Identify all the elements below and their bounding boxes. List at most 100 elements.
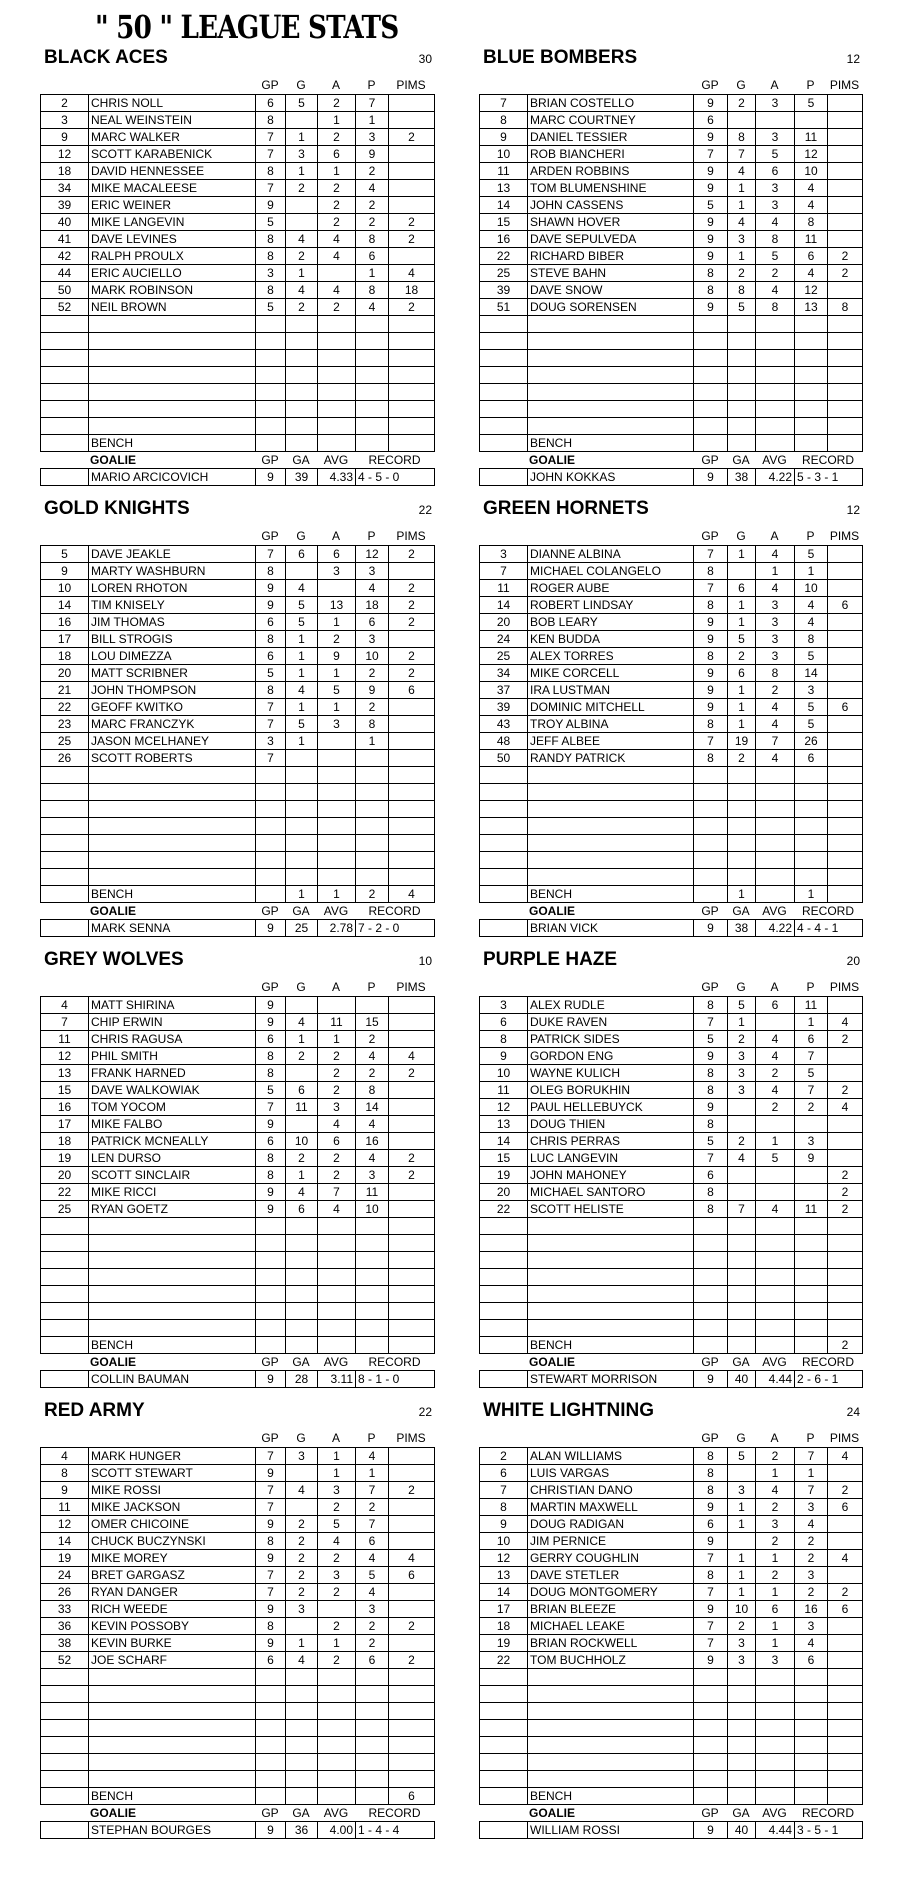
player-a: 2	[317, 179, 356, 197]
player-p: 6	[794, 1651, 828, 1669]
player-number: 25	[479, 264, 528, 282]
player-number: 38	[40, 1634, 89, 1652]
player-p	[794, 1736, 828, 1754]
player-name: SCOTT HELISTE	[527, 1200, 694, 1218]
empty-row	[40, 851, 435, 869]
player-p	[794, 1702, 828, 1720]
player-p: 6	[794, 749, 828, 767]
player-number	[40, 417, 89, 435]
player-pims: 2	[827, 264, 863, 282]
player-number: 9	[479, 128, 528, 146]
player-g: 1	[727, 247, 756, 265]
bench-p	[794, 1787, 828, 1805]
player-number: 14	[479, 196, 528, 214]
header-avg: AVG	[323, 1355, 349, 1369]
player-pims	[827, 664, 863, 682]
player-a: 5	[317, 681, 356, 699]
player-p	[355, 1251, 389, 1269]
bench-pims	[827, 1787, 863, 1805]
player-a: 2	[317, 1064, 356, 1082]
goalie-table: WILLIAM ROSSI 9 40 4.44 3 - 5 - 1	[479, 1821, 864, 1839]
empty-row	[479, 383, 863, 401]
empty-row	[40, 366, 435, 384]
player-a	[755, 1753, 795, 1771]
header-g: G	[736, 1431, 746, 1445]
player-row: 18 LOU DIMEZZA 6 1 9 10 2	[40, 647, 435, 665]
header-blank	[40, 979, 88, 995]
player-name: CHIP ERWIN	[88, 1013, 256, 1031]
player-pims: 4	[827, 1447, 863, 1465]
player-name	[527, 417, 694, 435]
player-row: 12 PHIL SMITH 8 2 2 4 4	[40, 1047, 435, 1065]
player-p	[794, 1770, 828, 1788]
player-g	[727, 1668, 756, 1686]
player-pims	[388, 179, 435, 197]
player-name: MICHAEL SANTORO	[527, 1183, 694, 1201]
goalie-blank	[479, 1370, 528, 1388]
player-row: 42 RALPH PROULX 8 2 4 6	[40, 247, 435, 265]
player-p	[355, 749, 389, 767]
player-gp: 6	[255, 94, 286, 112]
goalie-gp: 9	[255, 919, 286, 937]
player-name: BRIAN BLEEZE	[527, 1600, 694, 1618]
player-g: 4	[727, 162, 756, 180]
player-gp: 7	[255, 145, 286, 163]
header-gp: GP	[261, 980, 279, 994]
header-blank	[40, 1430, 88, 1446]
player-a: 1	[755, 1617, 795, 1635]
player-number: 16	[40, 613, 89, 631]
player-number	[479, 1302, 528, 1320]
empty-row	[479, 315, 863, 333]
player-pims	[388, 1753, 435, 1771]
header-gp: GP	[701, 529, 719, 543]
player-p: 6	[355, 1532, 389, 1550]
player-name	[527, 817, 694, 835]
player-number: 2	[479, 1447, 528, 1465]
player-number: 14	[40, 1532, 89, 1550]
player-gp: 6	[693, 111, 728, 129]
player-row: 13 DOUG THIEN 8	[479, 1115, 863, 1133]
player-a: 2	[755, 1447, 795, 1465]
player-name	[527, 1770, 694, 1788]
goalie-gp: 9	[255, 468, 286, 486]
player-pims	[827, 111, 863, 129]
player-number: 14	[479, 1132, 528, 1150]
player-name: MIKE RICCI	[88, 1183, 256, 1201]
player-gp: 8	[255, 1047, 286, 1065]
player-g	[727, 783, 756, 801]
player-name: PAUL HELLEBUYCK	[527, 1098, 694, 1116]
player-g	[285, 349, 318, 367]
player-a: 3	[755, 1651, 795, 1669]
player-p: 13	[794, 298, 828, 316]
player-gp: 9	[693, 128, 728, 146]
player-gp: 9	[693, 1098, 728, 1116]
player-p	[355, 996, 389, 1014]
player-g: 2	[727, 647, 756, 665]
player-name	[88, 851, 256, 869]
player-name: TIM KNISELY	[88, 596, 256, 614]
player-gp: 7	[255, 715, 286, 733]
player-name	[88, 783, 256, 801]
player-gp	[693, 366, 728, 384]
player-pims	[388, 562, 435, 580]
player-pims	[388, 162, 435, 180]
player-g	[727, 1302, 756, 1320]
goalie-blank	[40, 1821, 89, 1839]
player-a: 4	[317, 247, 356, 265]
goalie-ga: 38	[727, 919, 756, 937]
header-record: RECORD	[368, 904, 421, 918]
player-a: 2	[317, 1651, 356, 1669]
bench-g	[727, 1336, 756, 1354]
player-name: MIKE MACALEESE	[88, 179, 256, 197]
player-gp	[693, 851, 728, 869]
player-a	[317, 1702, 356, 1720]
goalie-table: STEPHAN BOURGES 9 36 4.00 1 - 4 - 4	[40, 1821, 436, 1839]
header-record: RECORD	[368, 1806, 421, 1820]
player-g	[285, 417, 318, 435]
player-gp: 8	[693, 1115, 728, 1133]
player-g: 1	[727, 545, 756, 563]
player-p	[794, 851, 828, 869]
player-number: 6	[479, 1464, 528, 1482]
player-pims: 2	[827, 1081, 863, 1099]
header-blank	[479, 903, 527, 919]
